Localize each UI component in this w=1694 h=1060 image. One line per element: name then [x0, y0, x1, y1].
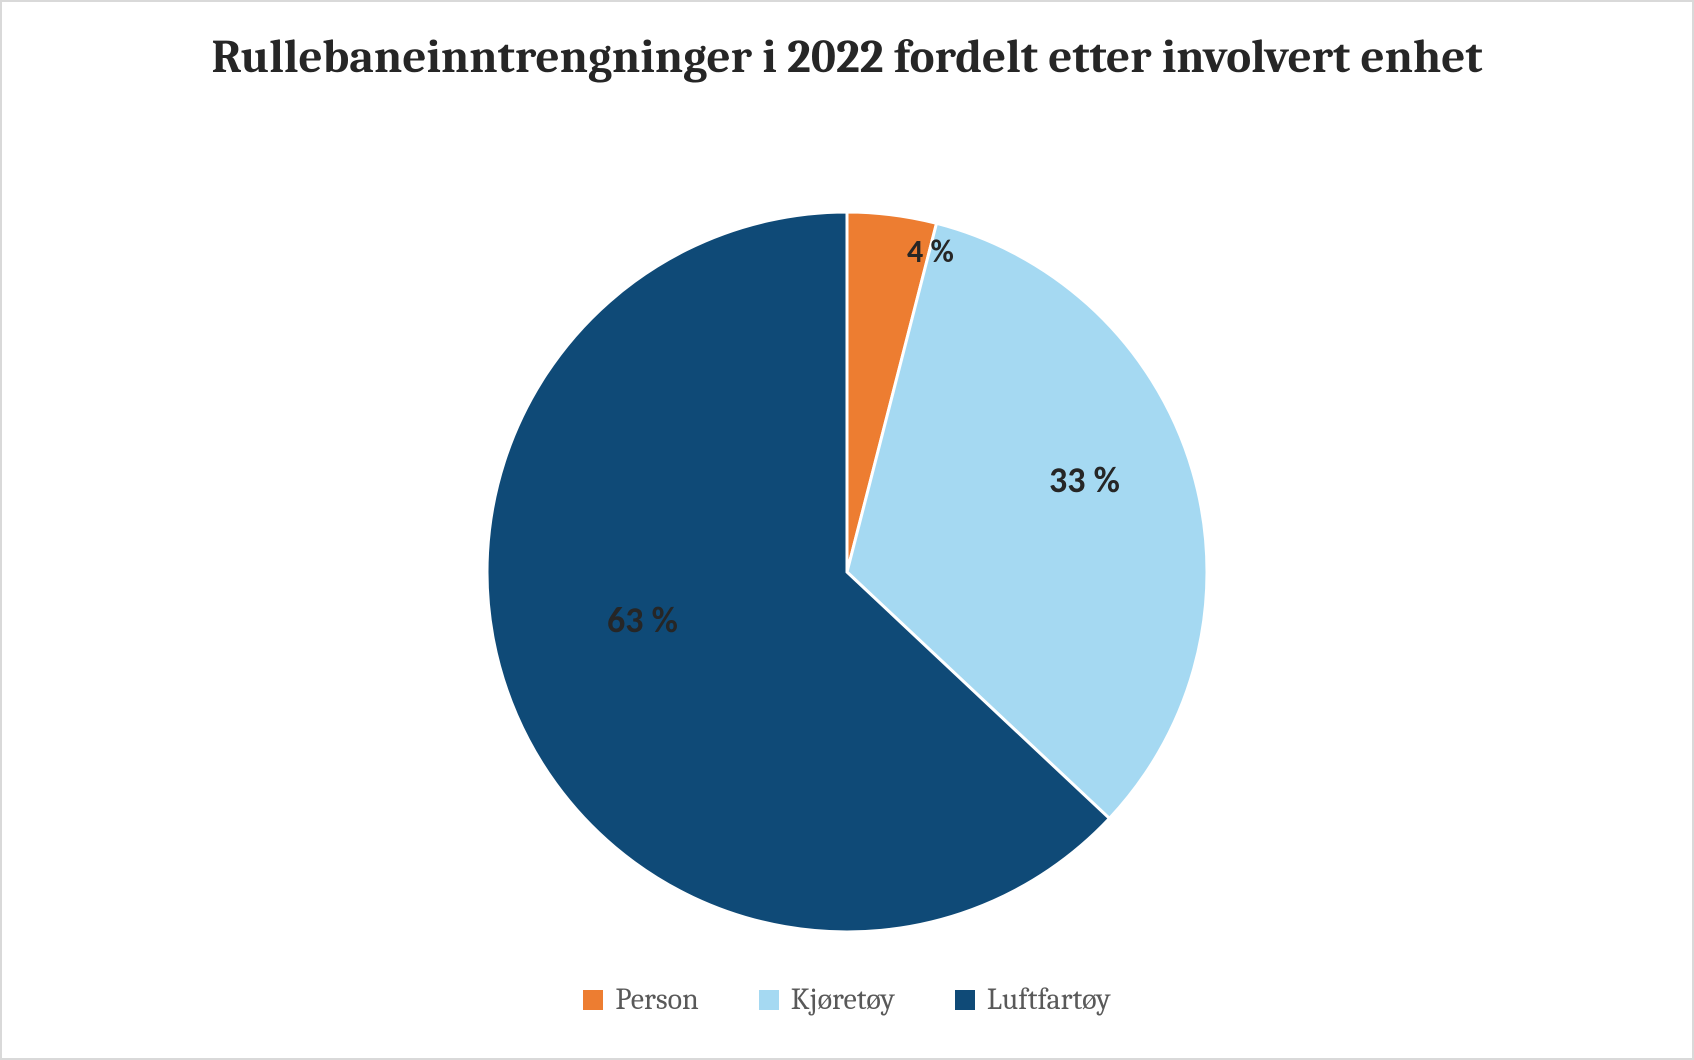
slice-label-luftfartøy: 63 %	[607, 598, 678, 642]
slice-label-person: 4 %	[907, 232, 954, 271]
legend-swatch-icon	[955, 990, 975, 1010]
legend-label: Luftfartøy	[987, 982, 1111, 1017]
legend-label: Person	[615, 982, 698, 1017]
slice-label-kjøretøy: 33 %	[1049, 458, 1120, 502]
legend-swatch-icon	[583, 990, 603, 1010]
legend-item-kjøretøy: Kjøretøy	[759, 982, 895, 1017]
legend-item-luftfartøy: Luftfartøy	[955, 982, 1111, 1017]
legend-swatch-icon	[759, 990, 779, 1010]
chart-title: Rullebaneinntrengninger i 2022 fordelt e…	[2, 2, 1692, 84]
chart-frame: Rullebaneinntrengninger i 2022 fordelt e…	[0, 0, 1694, 1060]
legend: Person Kjøretøy Luftfartøy	[2, 982, 1692, 1017]
legend-item-person: Person	[583, 982, 698, 1017]
legend-label: Kjøretøy	[791, 982, 895, 1017]
pie-chart: 4 % 33 % 63 %	[477, 202, 1217, 942]
pie-svg: 4 % 33 % 63 %	[477, 202, 1217, 942]
